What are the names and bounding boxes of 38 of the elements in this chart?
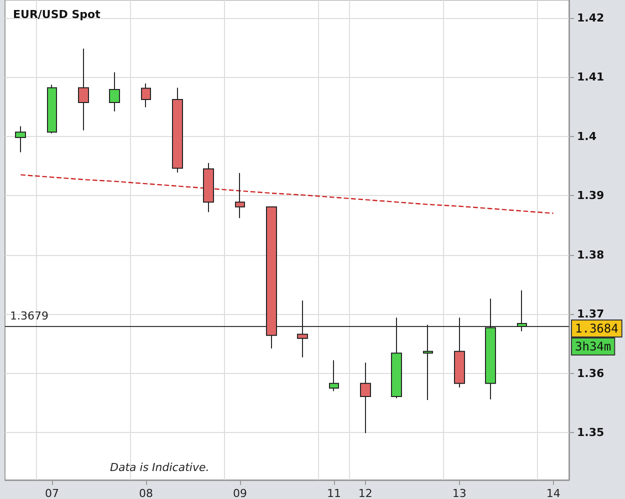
y-tick-label: 1.4 [577, 130, 597, 143]
y-tick-label: 1.39 [577, 189, 604, 202]
x-tick-label: 07 [45, 487, 59, 499]
candlestick [78, 48, 89, 131]
candlestick [47, 84, 57, 134]
candlestick [266, 206, 277, 349]
y-tick-label: 1.41 [577, 70, 604, 84]
candlestick [109, 72, 120, 112]
candlestick [297, 300, 308, 358]
x-tick-label: 13 [452, 487, 466, 499]
x-tick-label: 09 [233, 487, 247, 499]
line-series [20, 174, 554, 214]
candlestick [423, 324, 433, 400]
y-tick-label: 1.37 [577, 308, 604, 321]
text: 3h34m [575, 340, 612, 354]
candlestick [203, 162, 214, 213]
candlestick [454, 317, 465, 388]
candlestick [329, 360, 339, 392]
y-tick-label: 1.35 [577, 426, 604, 440]
candlestick [517, 290, 527, 332]
annotation: Data is Indicative. [110, 461, 210, 474]
candlestick [360, 362, 371, 434]
candlestick [15, 126, 26, 153]
y-tick-label: 1.38 [577, 248, 604, 262]
candlestick [391, 317, 402, 399]
x-tick-label: 14 [546, 487, 560, 499]
x-tick-label: 08 [139, 487, 153, 499]
y-tick-label: 1.42 [577, 11, 604, 24]
candlestick [485, 298, 496, 400]
x-tick-label: 11 [327, 487, 341, 499]
text: EUR/USD Spot [13, 8, 100, 21]
y-tick-label: 1.36 [577, 366, 604, 380]
ref-line-label: 1.3679 [10, 310, 48, 323]
candlestick [172, 87, 183, 173]
candlestick [235, 172, 245, 219]
candlestick [141, 83, 151, 108]
x-tick-label: 12 [358, 487, 372, 499]
text: 1.3684 [575, 322, 618, 336]
